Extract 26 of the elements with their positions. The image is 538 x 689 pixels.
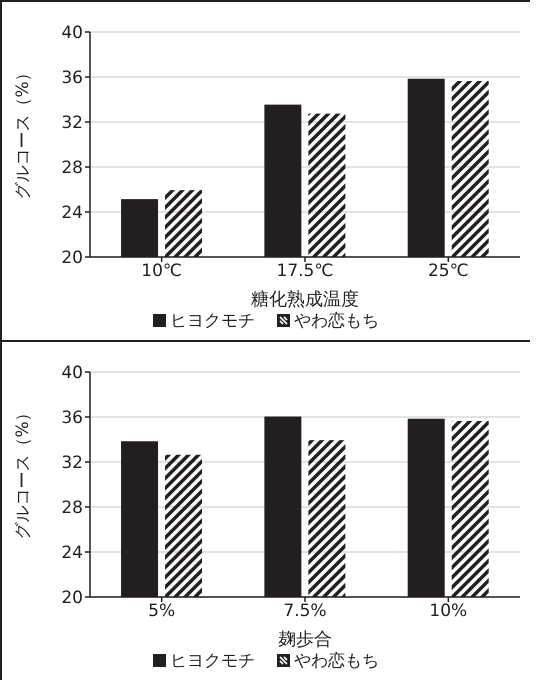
y-tick-label: 28: [61, 158, 83, 178]
y-tick-label: 24: [61, 203, 83, 224]
y-tick-label: 20: [61, 248, 83, 268]
y-tick-label: 24: [61, 543, 83, 564]
y-tick-label: 40: [61, 23, 83, 44]
x-axis-title: 糖化熟成温度: [251, 289, 359, 310]
y-tick-label: 36: [61, 68, 83, 88]
legend-label: やわ恋もち: [294, 650, 379, 672]
x-tick-label: 5%: [148, 601, 176, 622]
y-axis-title: グルコース（%）: [13, 64, 34, 200]
y-tick-label: 32: [61, 113, 83, 134]
legend-label: ヒヨクモチ: [170, 310, 255, 332]
legend-label: やわ恋もち: [294, 310, 379, 332]
x-axis-title: 麹歩合: [278, 629, 332, 650]
y-tick-label: 28: [61, 498, 83, 518]
legend-label: ヒヨクモチ: [170, 650, 255, 672]
y-tick-label: 20: [61, 588, 83, 608]
x-tick-label: 7.5%: [283, 601, 327, 622]
x-tick-label: 10℃: [141, 261, 182, 282]
x-tick-label: 25℃: [428, 261, 469, 282]
x-tick-label: 17.5℃: [276, 261, 334, 282]
y-axis-title: グルコース（%）: [13, 404, 34, 540]
y-tick-label: 40: [61, 363, 83, 384]
y-tick-label: 32: [61, 453, 83, 474]
y-tick-label: 36: [61, 408, 83, 428]
x-tick-label: 10%: [429, 601, 468, 622]
